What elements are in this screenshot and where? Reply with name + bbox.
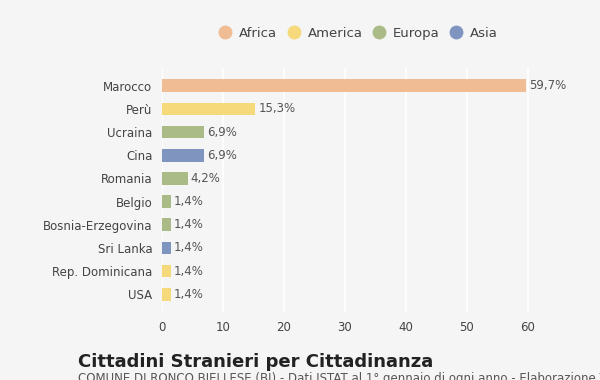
- Bar: [162, 242, 170, 254]
- Text: 6,9%: 6,9%: [207, 149, 237, 162]
- Legend: Africa, America, Europa, Asia: Africa, America, Europa, Asia: [217, 22, 503, 46]
- Text: 59,7%: 59,7%: [529, 79, 566, 92]
- Bar: [162, 79, 526, 92]
- Text: 1,4%: 1,4%: [173, 218, 203, 231]
- Text: Cittadini Stranieri per Cittadinanza: Cittadini Stranieri per Cittadinanza: [78, 353, 433, 371]
- Text: 1,4%: 1,4%: [173, 264, 203, 277]
- Bar: [162, 264, 170, 277]
- Text: 1,4%: 1,4%: [173, 241, 203, 254]
- Text: 1,4%: 1,4%: [173, 288, 203, 301]
- Bar: [162, 126, 204, 138]
- Text: 4,2%: 4,2%: [191, 172, 221, 185]
- Bar: [162, 172, 188, 185]
- Text: 1,4%: 1,4%: [173, 195, 203, 208]
- Bar: [162, 149, 204, 162]
- Bar: [162, 103, 255, 116]
- Text: 6,9%: 6,9%: [207, 126, 237, 139]
- Bar: [162, 195, 170, 208]
- Text: COMUNE DI RONCO BIELLESE (BI) - Dati ISTAT al 1° gennaio di ogni anno - Elaboraz: COMUNE DI RONCO BIELLESE (BI) - Dati IST…: [78, 372, 600, 380]
- Bar: [162, 288, 170, 301]
- Text: 15,3%: 15,3%: [258, 103, 295, 116]
- Bar: [162, 218, 170, 231]
